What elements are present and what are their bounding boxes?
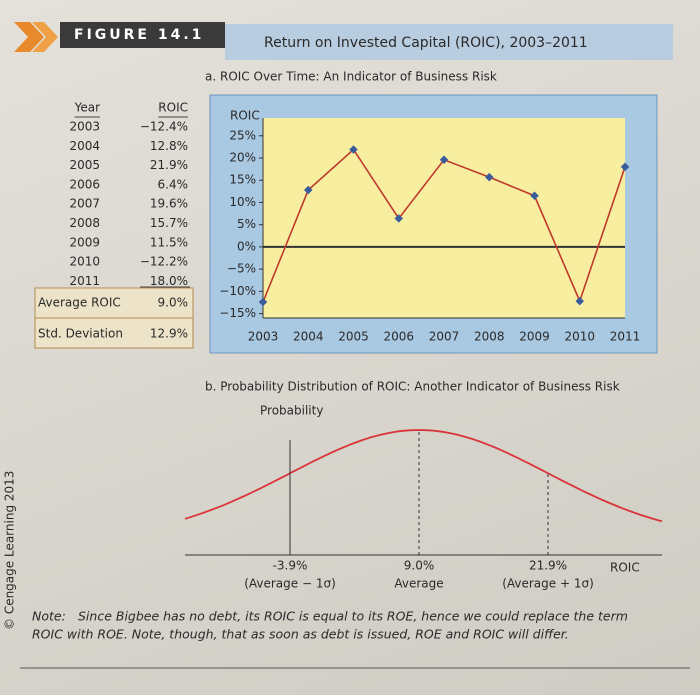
data-point	[394, 214, 403, 223]
x-tick-label: 2008	[474, 330, 505, 344]
note-text: ROIC with ROE. Note, though, that as soo…	[32, 627, 569, 642]
table-cell: 15.7%	[150, 216, 188, 230]
table-cell: 12.8%	[150, 139, 188, 153]
table-cell: 2008	[69, 216, 100, 230]
table-cell: 19.6%	[150, 197, 188, 211]
y-tick-label: 25%	[229, 128, 256, 142]
summary-value: 9.0%	[158, 296, 189, 310]
x-tick-label: 2010	[564, 330, 595, 344]
y-tick-label: −15%	[219, 306, 256, 320]
x-tick-label: 2011	[610, 330, 641, 344]
x-tick-label: 9.0%	[404, 559, 435, 573]
table-cell: 2009	[69, 235, 100, 249]
table-cell: 2004	[69, 139, 100, 153]
y-tick-label: 20%	[229, 151, 256, 165]
table-cell: −12.2%	[140, 255, 188, 269]
note-label: Note:	[32, 609, 66, 624]
x-tick-label: 2007	[429, 330, 460, 344]
table-header: ROIC	[158, 101, 188, 115]
table-cell: 11.5%	[150, 235, 188, 249]
x-tick-label: 2006	[383, 330, 414, 344]
data-point	[575, 296, 584, 306]
table-cell: 6.4%	[158, 177, 189, 191]
table-cell: 2007	[69, 197, 100, 211]
plot-area	[263, 118, 625, 318]
data-point	[258, 297, 268, 307]
x-tick-note: Average	[394, 577, 443, 591]
table-cell: 21.9%	[150, 158, 188, 172]
summary-value: 12.9%	[150, 327, 188, 341]
data-point	[349, 145, 358, 154]
distribution-curve	[184, 429, 663, 523]
y-tick-label: 0%	[237, 239, 256, 253]
x-tick-note: (Average − 1σ)	[244, 577, 336, 591]
chevron	[32, 22, 58, 52]
y-tick-label: 15%	[229, 173, 256, 187]
y-tick-label: −5%	[227, 262, 256, 276]
data-point	[439, 155, 449, 165]
y-axis-label: Probability	[260, 404, 323, 418]
title-bar	[225, 24, 673, 60]
chart-title: b. Probability Distribution of ROIC: Ano…	[205, 380, 620, 394]
x-tick-label: 2009	[519, 330, 550, 344]
x-tick-label: 2003	[248, 330, 279, 344]
figure-label: FIGURE 14.1	[74, 27, 204, 43]
y-axis-label: ROIC	[230, 109, 260, 123]
table-header: Year	[74, 101, 100, 115]
x-axis-label: ROIC	[610, 561, 640, 575]
chevron	[14, 22, 44, 52]
x-tick-label: 21.9%	[529, 559, 567, 573]
figure-label-box	[60, 22, 225, 48]
y-tick-label: −10%	[219, 284, 256, 298]
credit: © Cengage Learning 2013	[3, 471, 17, 630]
table-cell: 18.0%	[150, 274, 188, 288]
summary-label: Std. Deviation	[38, 327, 123, 341]
table-cell: 2006	[69, 177, 100, 191]
table-cell: −12.4%	[140, 120, 188, 134]
x-tick-note: (Average + 1σ)	[502, 577, 594, 591]
x-tick-label: 2004	[293, 330, 324, 344]
chart-title: a. ROIC Over Time: An Indicator of Busin…	[205, 70, 497, 84]
figure-title: Return on Invested Capital (ROIC), 2003–…	[264, 35, 588, 51]
data-point	[304, 185, 313, 195]
table-cell: 2005	[69, 158, 100, 172]
note-text: Since Bigbee has no debt, its ROIC is eq…	[78, 609, 628, 624]
summary-label: Average ROIC	[38, 296, 121, 310]
table-cell: 2011	[69, 274, 100, 288]
table-cell: 2003	[69, 120, 100, 134]
table-cell: 2010	[69, 255, 100, 269]
x-tick-label: 2005	[338, 330, 369, 344]
y-tick-label: 5%	[237, 217, 256, 231]
y-tick-label: 10%	[229, 195, 256, 209]
data-point	[485, 172, 494, 182]
x-tick-label: -3.9%	[273, 559, 308, 573]
